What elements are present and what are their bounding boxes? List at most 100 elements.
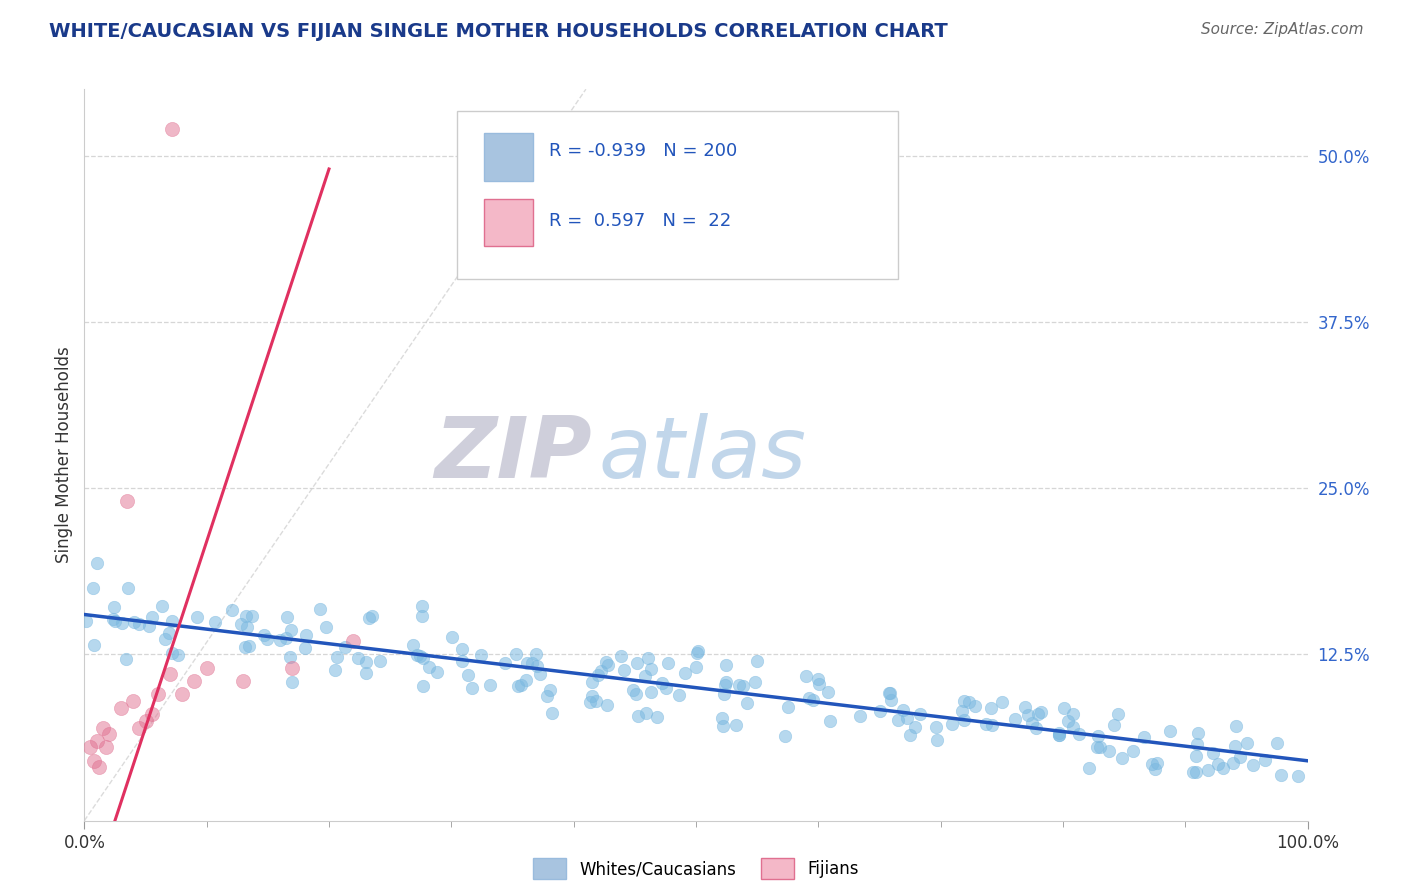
Point: [1107, 707, 1129, 722]
Point: [807, 677, 830, 691]
Point: [494, 656, 516, 670]
Point: [104, 614, 127, 628]
Point: [879, 686, 901, 700]
Point: [412, 651, 434, 665]
Point: [1052, 700, 1074, 714]
Point: [103, 599, 125, 614]
Point: [280, 675, 302, 690]
Point: [727, 678, 749, 692]
Text: Source: ZipAtlas.com: Source: ZipAtlas.com: [1201, 22, 1364, 37]
Point: [595, 655, 617, 669]
Point: [1122, 744, 1144, 758]
Point: [645, 710, 668, 724]
FancyBboxPatch shape: [484, 199, 533, 246]
Point: [412, 679, 434, 693]
Point: [117, 582, 139, 596]
Point: [101, 612, 124, 626]
Point: [281, 661, 304, 675]
Point: [186, 610, 208, 624]
Point: [110, 616, 132, 631]
Point: [877, 686, 900, 700]
Point: [904, 720, 927, 734]
Point: [1102, 718, 1125, 732]
Point: [1197, 763, 1219, 777]
Point: [354, 665, 377, 680]
Point: [627, 709, 650, 723]
Point: [953, 713, 976, 727]
Point: [159, 667, 181, 681]
Point: [626, 656, 648, 670]
Point: [269, 633, 291, 648]
Point: [710, 710, 733, 724]
Point: [925, 720, 948, 734]
Point: [232, 673, 254, 688]
Point: [347, 651, 370, 665]
Point: [122, 694, 145, 708]
Point: [637, 651, 659, 665]
Point: [744, 675, 766, 690]
Point: [150, 599, 173, 614]
Point: [274, 632, 297, 646]
Text: atlas: atlas: [598, 413, 806, 497]
Point: [86, 734, 108, 748]
Point: [135, 714, 157, 728]
Point: [361, 609, 384, 624]
Point: [613, 663, 636, 677]
Point: [1111, 751, 1133, 765]
Point: [581, 690, 603, 704]
Point: [713, 687, 735, 701]
Point: [240, 609, 263, 624]
Point: [957, 695, 980, 709]
Point: [724, 718, 747, 732]
Point: [887, 713, 910, 727]
Point: [745, 654, 768, 668]
Point: [950, 704, 973, 718]
Point: [585, 694, 607, 708]
Point: [801, 693, 824, 707]
Point: [941, 717, 963, 731]
Point: [87, 760, 110, 774]
Point: [524, 647, 547, 661]
Point: [1056, 714, 1078, 729]
Point: [807, 672, 830, 686]
Point: [91, 721, 114, 735]
Point: [280, 624, 302, 638]
Point: [731, 679, 754, 693]
Point: [818, 714, 841, 728]
Point: [505, 648, 527, 662]
Point: [160, 614, 183, 628]
Point: [141, 707, 163, 722]
Point: [315, 620, 337, 634]
Point: [451, 654, 474, 668]
Point: [711, 719, 734, 733]
Point: [75, 614, 97, 628]
Point: [817, 684, 839, 698]
Point: [128, 721, 150, 735]
Point: [714, 675, 737, 690]
Point: [405, 648, 427, 663]
Point: [1185, 749, 1208, 764]
Point: [1254, 753, 1277, 767]
Point: [138, 619, 160, 633]
Point: [686, 646, 709, 660]
Point: [335, 640, 357, 655]
Point: [278, 649, 301, 664]
Point: [162, 646, 184, 660]
Point: [236, 620, 259, 634]
Point: [640, 662, 662, 676]
Y-axis label: Single Mother Households: Single Mother Households: [55, 347, 73, 563]
Point: [596, 658, 619, 673]
Point: [657, 656, 679, 670]
Point: [409, 649, 432, 664]
Point: [233, 640, 256, 655]
Point: [980, 718, 1002, 732]
Point: [1021, 715, 1043, 730]
Point: [221, 603, 243, 617]
FancyBboxPatch shape: [457, 112, 898, 279]
Point: [451, 641, 474, 656]
Point: [1028, 707, 1050, 722]
Point: [896, 711, 918, 725]
Point: [82, 582, 104, 596]
Point: [1222, 756, 1244, 770]
Point: [651, 676, 673, 690]
